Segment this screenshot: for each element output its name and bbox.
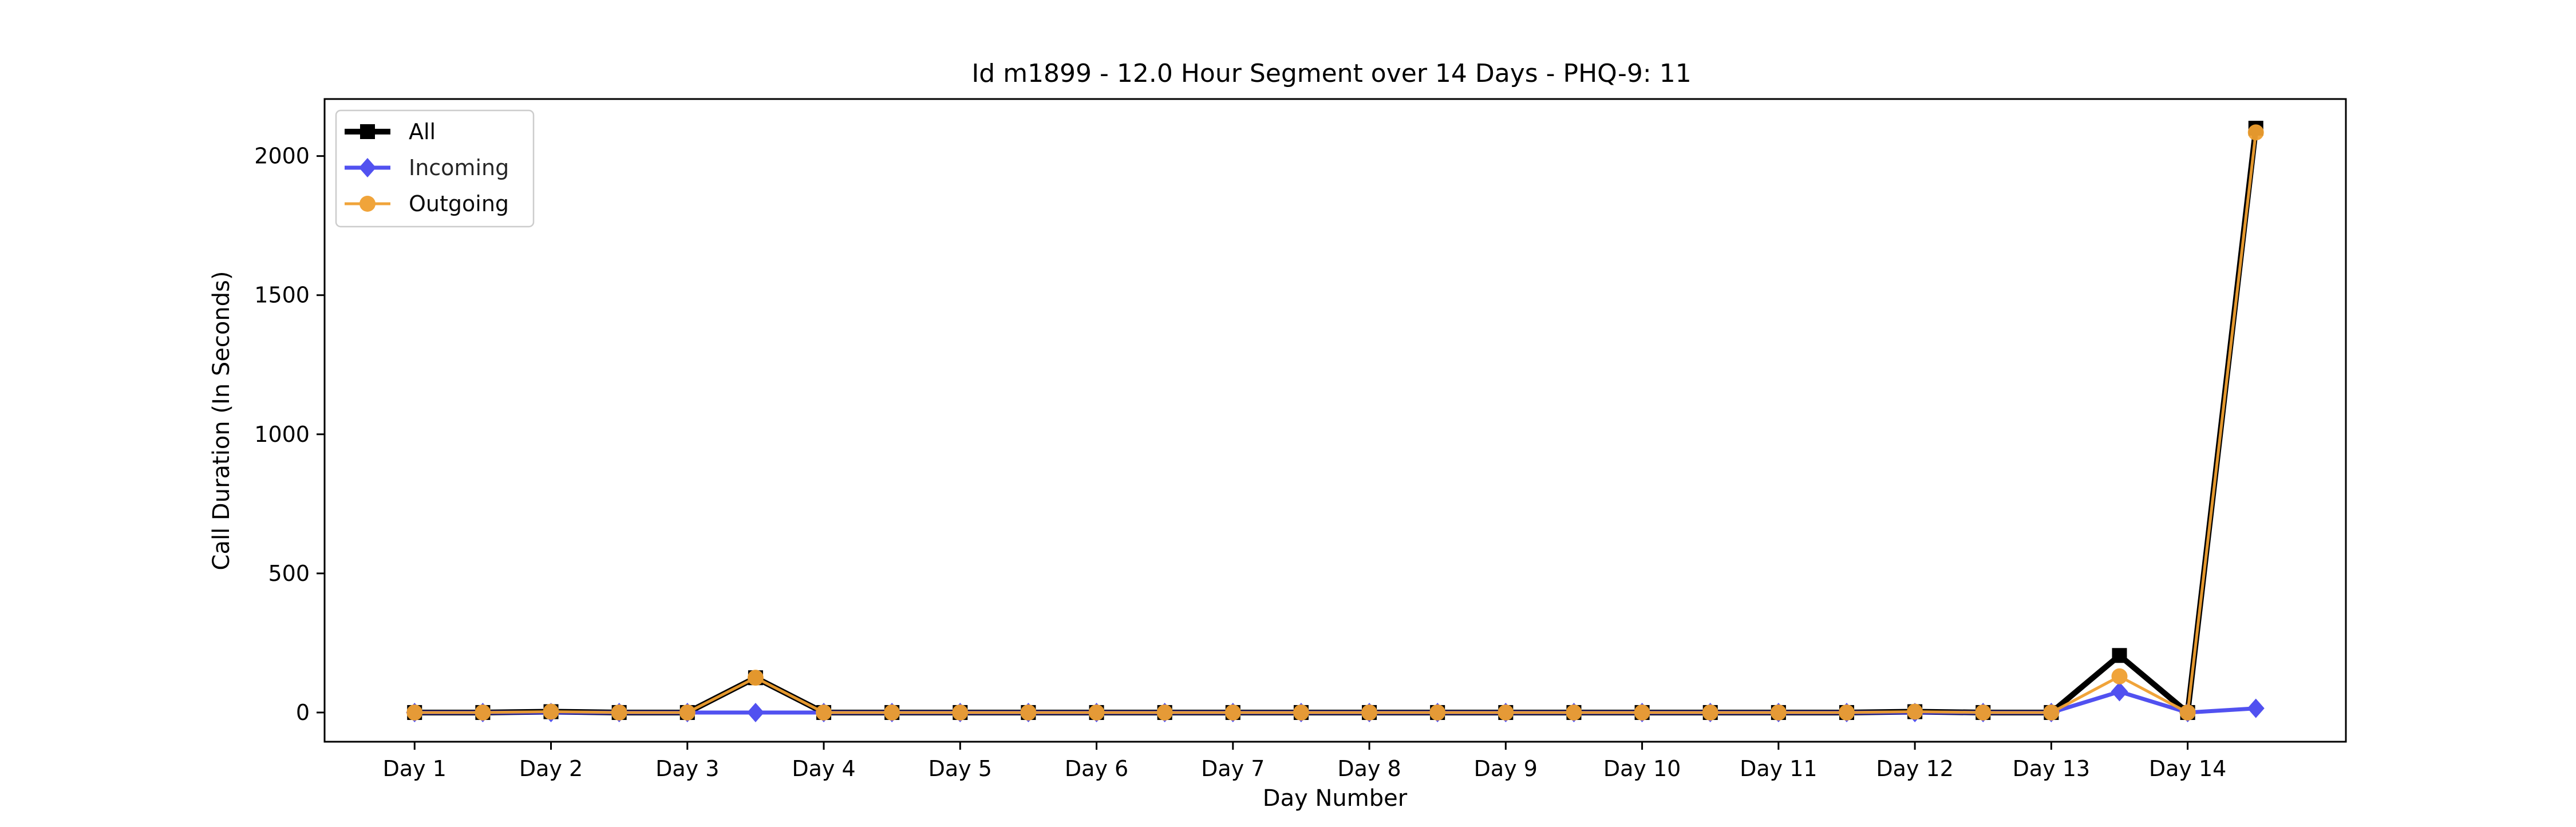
y-axis-label: Call Duration (In Seconds) [208,271,235,571]
x-tick-label: Day 3 [655,756,719,781]
y-tick-label: 0 [296,700,310,725]
data-point [1770,704,1787,721]
x-tick-label: Day 8 [1337,756,1401,781]
legend-label: All [409,119,436,144]
legend-marker [359,196,376,212]
data-point [2111,668,2128,684]
series-line [414,132,2258,714]
data-point [2111,682,2128,702]
data-point [1566,704,1582,721]
data-point [2247,698,2265,718]
x-tick-label: Day 1 [383,756,447,781]
x-tick-label: Day 9 [1474,756,1538,781]
plot-area: Day 1 Day 2 Day 3 Day 4 Day 5 Day 6 Day 7 Day 8… [254,98,2347,781]
series-layer [406,121,2265,722]
legend-label: Incoming [409,155,509,180]
data-point [406,704,423,721]
data-point [1293,704,1309,721]
data-point [1429,704,1446,721]
data-point [1498,704,1514,721]
data-point [1838,704,1855,721]
x-tick-label: Day 14 [2149,756,2226,781]
y-tick-label: 1500 [254,283,310,308]
data-point [816,704,832,721]
y-tick-label: 2000 [254,144,310,169]
data-point [1020,704,1037,721]
data-point [611,704,627,721]
x-axis-label: Day Number [1263,785,1408,812]
x-tick-label: Day 13 [2013,756,2090,781]
x-tick-label: Day 10 [1603,756,1681,781]
x-tick-label: Day 6 [1065,756,1128,781]
legend-marker [359,158,376,177]
data-point [1634,704,1650,721]
data-point [952,704,969,721]
legend-label: Outgoing [409,191,509,216]
y-tick-label: 500 [268,561,310,586]
x-tick-label: Day 5 [929,756,992,781]
data-point [679,704,696,721]
data-point [475,704,491,721]
data-point [1702,704,1718,721]
data-point [747,670,764,686]
data-point [746,702,764,722]
legend-item: Incoming [345,155,509,180]
x-tick-label: Day 4 [792,756,855,781]
data-point [1224,704,1241,721]
x-tick-label: Day 7 [1201,756,1265,781]
x-tick-label: Day 2 [519,756,583,781]
legend-item: All [345,119,436,144]
data-point [884,704,900,721]
data-point [2043,704,2060,721]
x-axis: Day 1 Day 2 Day 3 Day 4 Day 5 Day 6 Day 7 Day 8… [383,742,2226,781]
chart-title: Id m1899 - 12.0 Hour Segment over 14 Day… [971,59,1691,88]
data-point [2112,648,2127,663]
y-tick-label: 1000 [254,422,310,447]
x-tick-label: Day 11 [1740,756,1817,781]
data-point [2247,124,2264,141]
y-axis: 0 500 1000 1500 2000 [254,144,325,725]
data-point [1156,704,1173,721]
series-outgoing [406,124,2264,721]
legend-box [335,109,535,228]
data-point [2179,704,2196,721]
data-point [1907,703,1923,720]
data-point [1975,704,1992,721]
plot-frame [323,98,2347,743]
x-tick-label: Day 12 [1876,756,1953,781]
data-point [1361,704,1378,721]
legend: All Incoming Outgoing [335,109,535,228]
legend-marker [360,124,375,139]
legend-items: All Incoming Outgoing [345,119,509,216]
legend-item: Outgoing [345,191,509,216]
data-point [1088,704,1105,721]
data-point [543,703,559,720]
